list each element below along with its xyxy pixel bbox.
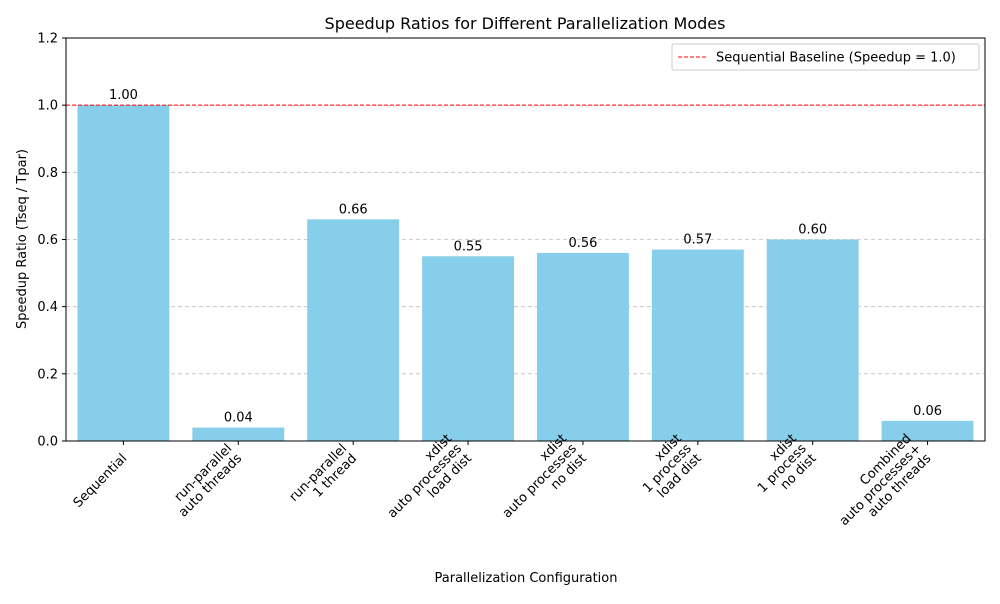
- x-tick-label: xdistauto processesno dist: [490, 431, 590, 531]
- y-axis: 0.0 0.2 0.4 0.6 0.8 1.0 1.2: [37, 32, 66, 450]
- y-tick-label: 1.2: [37, 32, 58, 47]
- bar: [766, 239, 859, 441]
- x-axis-label: Parallelization Configuration: [435, 571, 618, 586]
- legend-baseline-label: Sequential Baseline (Speedup = 1.0): [716, 51, 956, 66]
- legend: Sequential Baseline (Speedup = 1.0): [671, 43, 980, 71]
- bar: [192, 427, 285, 441]
- y-tick-label: 0.2: [37, 367, 58, 382]
- y-tick-label: 0.8: [37, 166, 58, 181]
- value-labels: 1.00 0.04 0.66 0.55 0.56 0.57 0.60 0.06: [109, 88, 942, 425]
- bar-value-label: 0.56: [568, 236, 597, 251]
- bar: [536, 252, 629, 441]
- bars: [77, 105, 974, 442]
- chart-title: Speedup Ratios for Different Paralleliza…: [325, 14, 726, 33]
- bar-value-label: 0.06: [913, 404, 942, 419]
- bar: [77, 105, 170, 442]
- legend-box: [671, 43, 980, 71]
- bar-value-label: 0.04: [224, 411, 253, 426]
- y-tick-label: 0.4: [37, 300, 58, 315]
- bar-value-label: 0.66: [339, 202, 368, 217]
- x-tick-label: run-parallel1 thread: [287, 441, 360, 514]
- bar: [651, 249, 744, 441]
- y-tick-label: 0.0: [37, 435, 58, 450]
- x-tick-label: Combinedauto processes+auto threads: [827, 431, 935, 539]
- bar: [307, 219, 400, 441]
- x-tick-label: xdist1 processno dist: [745, 431, 820, 506]
- x-axis: Sequential run-parallelauto threads run-pa…: [71, 431, 935, 539]
- x-tick-label: xdist1 processload dist: [630, 431, 705, 506]
- bar-value-label: 0.60: [798, 223, 827, 238]
- bar-value-label: 0.55: [454, 239, 483, 254]
- x-tick-label: Sequential: [71, 451, 131, 511]
- x-tick-label: run-parallelauto threads: [166, 441, 245, 520]
- y-tick-label: 1.0: [37, 99, 58, 114]
- bar-value-label: 0.57: [683, 233, 712, 248]
- bar: [881, 420, 974, 441]
- x-tick-label-line: Sequential: [71, 451, 131, 511]
- y-axis-label: Speedup Ratio (Tseq / Tpar): [15, 149, 30, 329]
- x-tick-label: xdistauto processesload dist: [375, 431, 475, 531]
- bar-value-label: 1.00: [109, 88, 138, 103]
- bar: [422, 256, 515, 441]
- y-tick-label: 0.6: [37, 233, 58, 248]
